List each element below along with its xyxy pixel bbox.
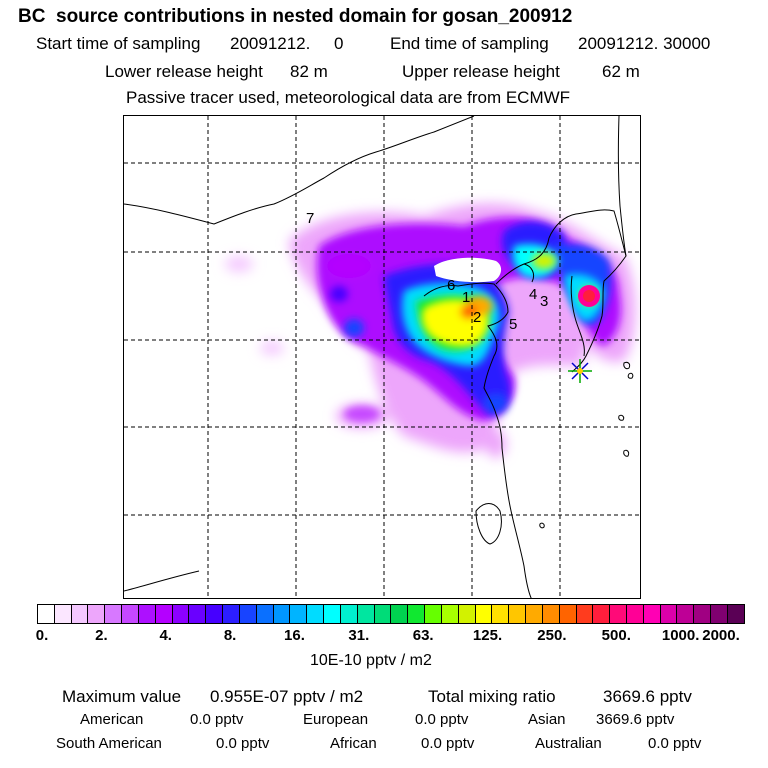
colorbar-cell <box>223 605 240 623</box>
colorbar-cell <box>340 605 358 623</box>
lower-release-label: Lower release height <box>105 62 263 81</box>
gosan-receptor-marker <box>568 359 592 383</box>
colorbar-cell <box>357 605 375 623</box>
region-african-label: African <box>330 735 377 752</box>
colorbar-cell <box>643 605 661 623</box>
map-plot: 1 2 3 4 5 6 7 <box>123 115 641 599</box>
colorbar-tick-label: 250. <box>537 627 567 644</box>
colorbar-cell <box>273 605 291 623</box>
colorbar-cell <box>509 605 527 623</box>
colorbar-cell <box>711 605 728 623</box>
colorbar-cell <box>526 605 543 623</box>
colorbar-cell <box>206 605 224 623</box>
start-time-value: 20091212. 0 <box>230 34 344 53</box>
colorbar-cell <box>324 605 341 623</box>
total-mixing-label: Total mixing ratio <box>428 687 556 706</box>
total-mixing-value: 3669.6 pptv <box>603 687 692 706</box>
colorbar-cell <box>542 605 560 623</box>
region-label-3: 3 <box>540 293 548 310</box>
tracer-note: Passive tracer used, meteorological data… <box>126 88 571 107</box>
colorbar-cell <box>458 605 476 623</box>
upper-release-value: 62 m <box>602 62 640 81</box>
colorbar-cell <box>307 605 325 623</box>
region-asian-label: Asian <box>528 711 566 728</box>
colorbar-tick-label: 500. <box>601 627 631 644</box>
chart-title: BC source contributions in nested domain… <box>18 6 573 27</box>
region-australian-label: Australian <box>535 735 602 752</box>
colorbar-tick-label: 4. <box>159 627 172 644</box>
region-label-6: 6 <box>447 277 455 294</box>
colorbar-cell <box>593 605 611 623</box>
colorbar-cell <box>105 605 123 623</box>
colorbar-cell <box>475 605 493 623</box>
region-australian-value: 0.0 pptv <box>648 735 702 752</box>
colorbar-cell <box>425 605 442 623</box>
region-african-value: 0.0 pptv <box>421 735 475 752</box>
region-label-5: 5 <box>509 316 517 333</box>
colorbar-unit: 10E-10 pptv / m2 <box>310 652 432 669</box>
map-canvas: 1 2 3 4 5 6 7 <box>124 116 640 598</box>
colorbar-cell <box>122 605 139 623</box>
colorbar <box>37 604 745 624</box>
colorbar-cell <box>88 605 106 623</box>
region-label-2: 2 <box>473 309 481 326</box>
colorbar-cell <box>677 605 695 623</box>
end-time-value: 20091212. 30000 <box>578 34 711 53</box>
colorbar-cell <box>694 605 712 623</box>
region-american-label: American <box>80 711 144 728</box>
region-label-1: 1 <box>462 289 470 306</box>
colorbar-cell <box>576 605 594 623</box>
colorbar-tick-label: 8. <box>223 627 237 644</box>
colorbar-tick-label: 125. <box>472 627 503 644</box>
colorbar-cell <box>610 605 627 623</box>
colorbar-cell <box>256 605 274 623</box>
colorbar-cell <box>239 605 257 623</box>
lower-release-value: 82 m <box>290 62 328 81</box>
region-european-label: European <box>303 711 369 728</box>
colorbar-cell <box>559 605 577 623</box>
colorbar-cell <box>492 605 510 623</box>
colorbar-cell <box>374 605 392 623</box>
colorbar-cell <box>441 605 459 623</box>
colorbar-tick-label: 16. <box>284 627 305 644</box>
colorbar-tick-label: 2000. <box>702 627 740 644</box>
colorbar-cell <box>189 605 207 623</box>
colorbar-cell <box>727 605 744 623</box>
colorbar-cell <box>408 605 426 623</box>
colorbar-tick-label: 1000. <box>661 627 700 644</box>
colorbar-cell <box>38 605 55 623</box>
region-south-american-value: 0.0 pptv <box>216 735 270 752</box>
colorbar-tick-label: 2. <box>95 627 108 644</box>
colorbar-cell <box>155 605 173 623</box>
colorbar-tick-label: 63. <box>412 627 434 644</box>
region-asian-value: 3669.6 pptv <box>596 711 675 728</box>
colorbar-cell <box>138 605 156 623</box>
colorbar-cell <box>172 605 190 623</box>
region-label-4: 4 <box>529 286 537 303</box>
colorbar-cell <box>626 605 644 623</box>
hotspot-korea-core <box>583 290 595 302</box>
colorbar-cell <box>290 605 308 623</box>
sea-gap <box>434 257 502 283</box>
region-labels: 1 2 3 4 5 6 7 <box>306 210 548 333</box>
map-gridlines <box>124 116 640 598</box>
colorbar-cell <box>71 605 89 623</box>
max-value-label: Maximum value <box>62 687 182 706</box>
region-label-7: 7 <box>306 210 314 227</box>
region-european-value: 0.0 pptv <box>415 711 469 728</box>
colorbar-tick-label: 0. <box>35 627 49 644</box>
colorbar-cell <box>54 605 72 623</box>
colorbar-cell <box>660 605 678 623</box>
start-time-label: Start time of sampling <box>36 34 201 53</box>
region-american-value: 0.0 pptv <box>190 711 244 728</box>
colorbar-tick-label: 31. <box>348 627 370 644</box>
coastlines <box>124 116 634 598</box>
end-time-label: End time of sampling <box>390 34 549 53</box>
region-south-american-label: South American <box>56 735 162 752</box>
colorbar-cell <box>391 605 409 623</box>
max-value: 0.955E-07 pptv / m2 <box>210 687 364 706</box>
upper-release-label: Upper release height <box>402 62 560 81</box>
